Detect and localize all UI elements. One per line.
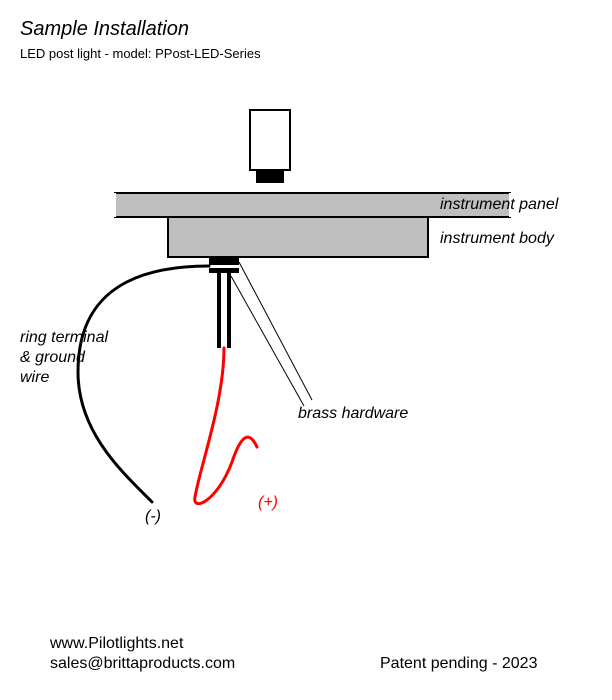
instrument-panel-label: instrument panel xyxy=(440,196,558,214)
led-cap xyxy=(250,110,290,170)
brass-hardware-label: brass hardware xyxy=(298,405,408,423)
ring-nut xyxy=(209,268,239,273)
instrument-body-label: instrument body xyxy=(440,230,554,248)
stem-inner xyxy=(221,273,227,348)
footer-patent: Patent pending - 2023 xyxy=(380,655,537,673)
instrument-body-shape xyxy=(168,217,428,257)
positive-label: (+) xyxy=(258,494,278,512)
ring-terminal-block xyxy=(209,257,239,265)
footer-email: sales@brittaproducts.com xyxy=(50,655,235,673)
ring-terminal-label: ring terminal & ground wire xyxy=(20,328,108,388)
leader-line-1 xyxy=(231,276,304,406)
positive-wire xyxy=(195,348,257,504)
negative-label: (-) xyxy=(145,508,161,526)
led-base xyxy=(257,170,283,182)
ring-gap xyxy=(209,265,239,268)
leader-line-2 xyxy=(239,262,312,400)
footer-url: www.Pilotlights.net xyxy=(50,635,183,653)
